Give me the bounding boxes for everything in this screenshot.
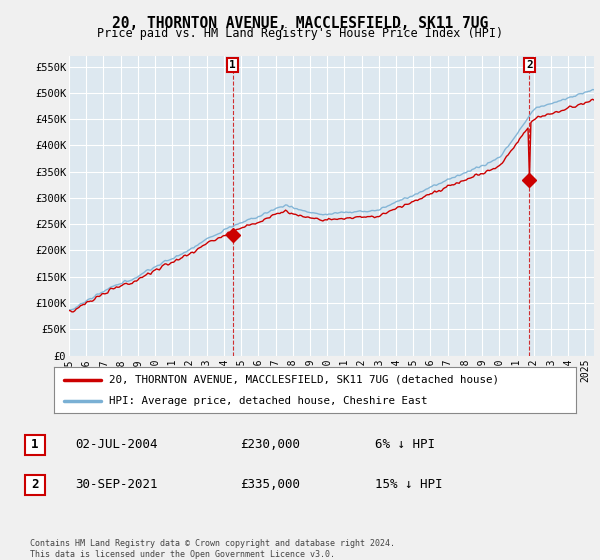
Text: £335,000: £335,000: [240, 478, 300, 491]
Text: 1: 1: [229, 60, 236, 70]
Text: 15% ↓ HPI: 15% ↓ HPI: [375, 478, 443, 491]
Text: 6% ↓ HPI: 6% ↓ HPI: [375, 438, 435, 451]
Text: 1: 1: [31, 438, 39, 451]
Text: Contains HM Land Registry data © Crown copyright and database right 2024.
This d: Contains HM Land Registry data © Crown c…: [30, 539, 395, 559]
Text: 20, THORNTON AVENUE, MACCLESFIELD, SK11 7UG (detached house): 20, THORNTON AVENUE, MACCLESFIELD, SK11 …: [109, 375, 499, 385]
Text: HPI: Average price, detached house, Cheshire East: HPI: Average price, detached house, Ches…: [109, 396, 427, 406]
FancyBboxPatch shape: [25, 435, 45, 455]
Text: 20, THORNTON AVENUE, MACCLESFIELD, SK11 7UG: 20, THORNTON AVENUE, MACCLESFIELD, SK11 …: [112, 16, 488, 31]
Text: 2: 2: [31, 478, 39, 491]
Text: 2: 2: [526, 60, 533, 70]
Text: 30-SEP-2021: 30-SEP-2021: [75, 478, 157, 491]
Text: 02-JUL-2004: 02-JUL-2004: [75, 438, 157, 451]
FancyBboxPatch shape: [25, 474, 45, 495]
Text: Price paid vs. HM Land Registry's House Price Index (HPI): Price paid vs. HM Land Registry's House …: [97, 27, 503, 40]
Text: £230,000: £230,000: [240, 438, 300, 451]
